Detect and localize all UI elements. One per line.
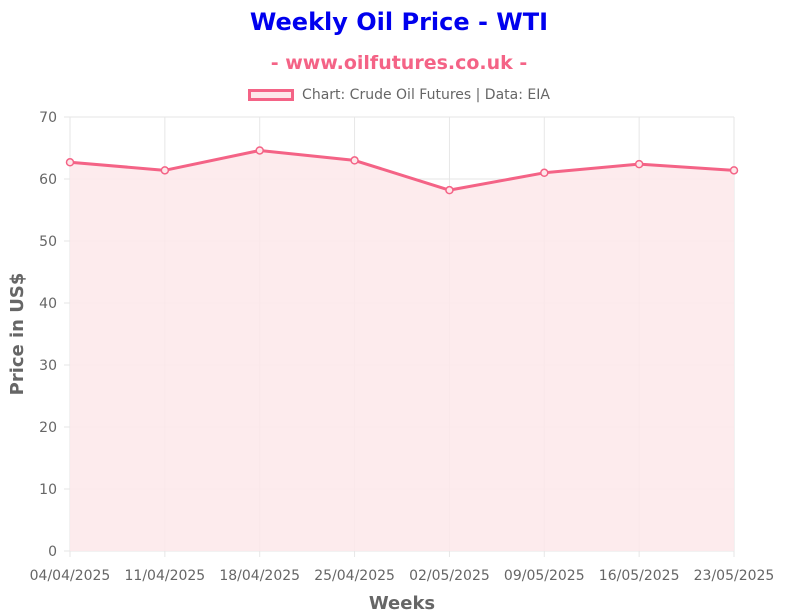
x-tick-label: 25/04/2025 — [314, 568, 395, 584]
data-point — [540, 168, 549, 178]
x-tick-label: 02/05/2025 — [409, 568, 490, 584]
series-line-layer — [69, 148, 735, 192]
data-point — [445, 185, 454, 195]
series-line — [69, 148, 735, 192]
data-point — [160, 166, 170, 175]
data-point — [634, 159, 644, 169]
data-point — [350, 156, 359, 165]
x-tick-label: 23/05/2025 — [694, 568, 775, 584]
chart-subtitle: - www.oilfutures.co.uk - — [270, 52, 528, 74]
y-tick-label: 20 — [39, 420, 57, 436]
y-tick-label: 40 — [39, 296, 57, 312]
y-tick-label: 60 — [39, 172, 57, 188]
data-points — [65, 146, 739, 195]
y-tick-label: 70 — [39, 110, 57, 126]
y-tick-label: 50 — [39, 234, 57, 250]
x-tick-label: 16/05/2025 — [599, 568, 680, 584]
series-area — [70, 150, 734, 552]
x-tick-label: 09/05/2025 — [504, 568, 585, 584]
x-axis-title: Weeks — [369, 593, 435, 614]
data-point — [65, 158, 75, 167]
tick-labels: 0 10 20 30 40 50 60 70 04/04/2025 11/04/2025 18/04… — [30, 110, 775, 584]
data-point — [729, 166, 739, 175]
x-tick-label: 18/04/2025 — [219, 568, 300, 584]
chart-title: Weekly Oil Price - WTI — [249, 8, 549, 36]
legend-label: Chart: Crude Oil Futures | Data: EIA — [302, 87, 550, 103]
legend-swatch — [248, 89, 295, 101]
area-fill-layer — [70, 150, 734, 552]
data-point — [255, 146, 264, 155]
y-tick-label: 0 — [48, 544, 57, 560]
y-axis-title: Price in US$ — [7, 273, 28, 396]
y-tick-label: 30 — [39, 358, 57, 374]
x-tick-label: 11/04/2025 — [125, 568, 206, 584]
x-tick-label: 04/04/2025 — [30, 568, 111, 584]
legend[interactable]: Chart: Crude Oil Futures | Data: EIA — [0, 87, 798, 103]
y-tick-label: 10 — [39, 482, 57, 498]
